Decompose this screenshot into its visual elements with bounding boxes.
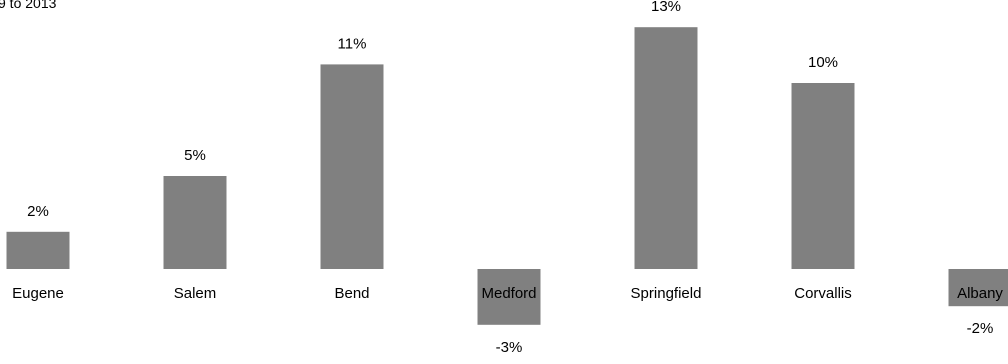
category-labels-group: Eugene Salem Bend Medford Springfield Corvall… (12, 285, 1003, 302)
value-label-salem: 5% (184, 147, 206, 164)
value-label-springfield: 13% (651, 0, 681, 15)
value-labels-group: 2% 5% 11% -3% 13% 10% -2% (27, 0, 993, 356)
category-label-bend: Bend (334, 285, 369, 302)
value-label-eugene: 2% (27, 203, 49, 220)
bars-group (6, 27, 1008, 325)
category-label-corvallis: Corvallis (794, 285, 852, 302)
bar-albany (948, 269, 1008, 307)
bar-bend (320, 64, 384, 270)
value-label-corvallis: 10% (808, 54, 838, 71)
bar-eugene (6, 231, 70, 269)
value-label-bend: 11% (338, 35, 367, 52)
category-label-springfield: Springfield (631, 285, 702, 302)
value-label-albany: -2% (967, 320, 994, 337)
category-label-eugene: Eugene (12, 285, 64, 302)
bar-corvallis (791, 83, 855, 269)
bar-medford (477, 269, 541, 325)
chart-subtitle: 9 to 2013 (0, 0, 57, 11)
bar-springfield (634, 27, 698, 270)
category-label-medford: Medford (481, 285, 536, 302)
category-label-albany: Albany (957, 285, 1003, 302)
bar-salem (163, 176, 227, 269)
category-label-salem: Salem (174, 285, 217, 302)
value-label-medford: -3% (496, 339, 523, 356)
